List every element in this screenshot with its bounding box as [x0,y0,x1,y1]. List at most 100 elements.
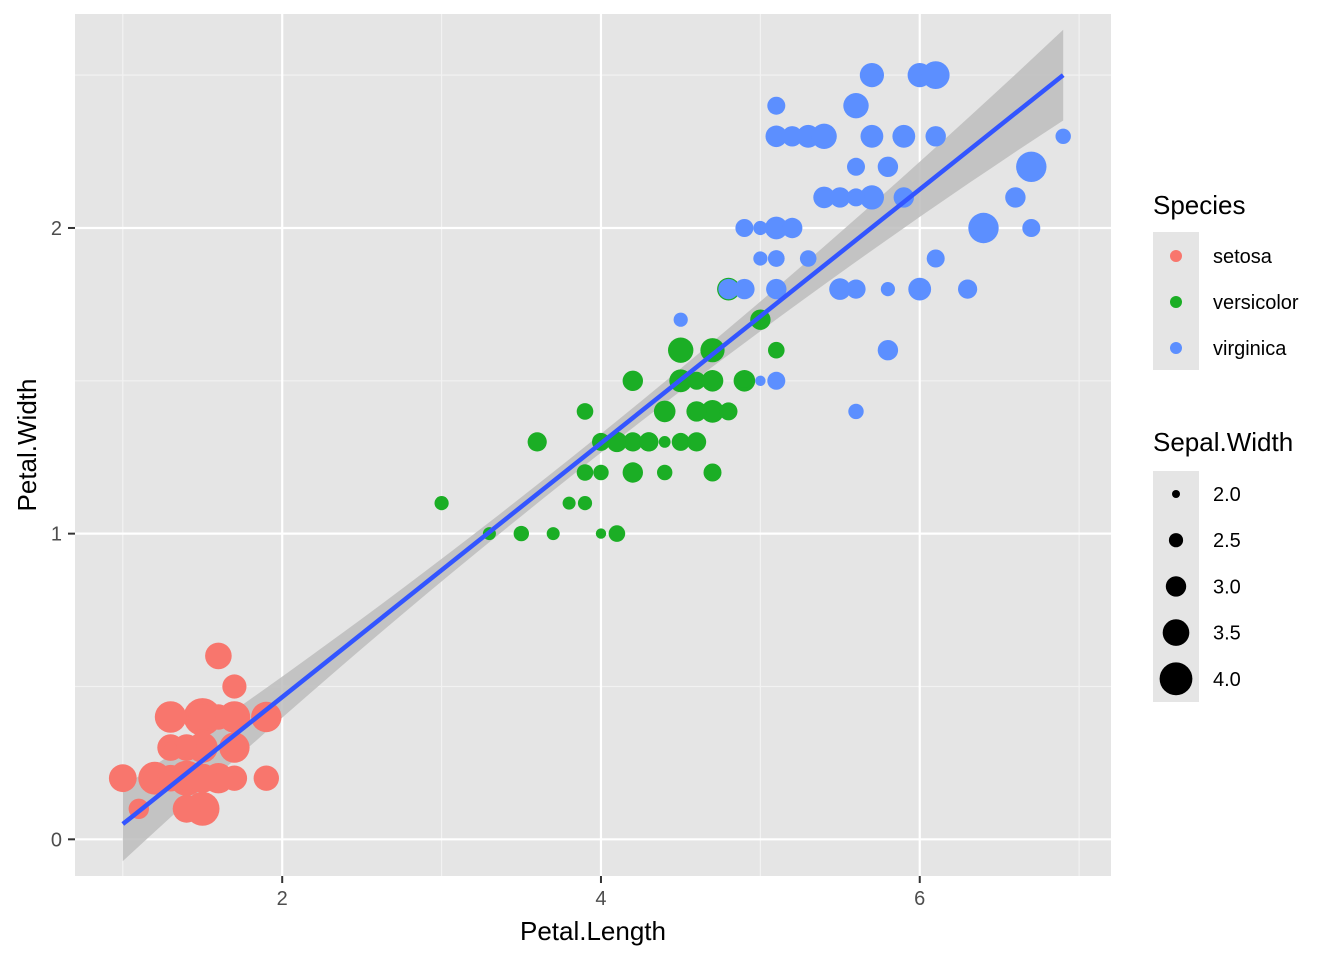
data-point-versicolor [595,528,607,539]
data-point-versicolor [622,462,643,483]
data-point-versicolor [593,464,609,481]
sepal-width-legend-label: 2.0 [1213,484,1241,506]
data-points [108,61,1071,826]
x-tick-label: 6 [914,888,925,910]
data-point-versicolor [639,432,659,452]
data-point-versicolor [686,401,707,422]
species-legend: Species setosa versicolor virginica [1153,190,1299,370]
data-point-virginica [860,124,884,148]
data-point-setosa [174,766,199,791]
data-point-virginica [673,312,688,327]
data-point-virginica [877,156,899,177]
data-point-versicolor [654,401,675,422]
x-tick-label: 2 [277,888,288,910]
sepal-width-legend-label: 3.0 [1213,576,1241,598]
data-point-versicolor [702,401,723,421]
sepal-width-legend-key [1172,490,1180,498]
data-point-virginica [926,249,945,268]
data-point-virginica [764,216,788,240]
data-point-versicolor [658,436,671,448]
data-point-versicolor [701,370,724,392]
data-point-setosa [189,704,216,730]
data-point-versicolor [768,341,785,359]
data-point-setosa [172,794,201,823]
data-point-virginica [1022,219,1041,237]
data-point-versicolor [737,373,752,388]
species-legend-label: setosa [1213,246,1273,268]
trend-line [121,73,1065,826]
data-point-virginica [1016,151,1047,182]
data-point-virginica [782,126,803,147]
data-point-virginica [768,250,785,267]
y-tick-label: 1 [51,524,62,546]
data-point-versicolor [671,432,690,451]
y-tick-label: 0 [51,829,62,851]
data-point-virginica [893,187,914,208]
data-point-virginica [829,187,851,208]
data-point-virginica [847,157,865,176]
sepal-width-legend-key [1168,533,1184,548]
sepal-width-legend-label: 3.5 [1213,623,1241,645]
data-point-virginica [847,188,865,207]
data-point-virginica [859,63,885,88]
data-point-virginica [811,123,837,149]
sepal-width-legend-title: Sepal.Width [1153,427,1293,457]
sepal-width-legend-key [1162,619,1190,646]
data-point-versicolor [527,432,547,452]
data-point-versicolor [434,496,449,511]
data-point-versicolor [703,463,722,482]
major-gridlines [75,14,1111,876]
data-point-versicolor [622,370,643,391]
sepal-width-legend: Sepal.Width 2.0 2.5 3.0 3.5 4.0 [1153,427,1293,702]
data-point-setosa [176,737,197,758]
data-point-versicolor [700,338,725,363]
data-point-setosa [108,764,137,793]
data-point-setosa [251,701,282,733]
data-point-virginica [734,278,755,300]
data-point-virginica [753,220,768,236]
data-point-virginica [1005,187,1026,208]
data-point-virginica [958,279,978,299]
y-axis-label: Petal.Width [12,379,42,512]
data-point-versicolor [562,496,576,510]
data-point-virginica [813,186,835,209]
data-point-virginica [765,125,788,148]
species-legend-label: versicolor [1213,292,1299,314]
data-point-versicolor [608,525,626,542]
data-point-versicolor [546,527,560,541]
data-point-virginica [848,403,864,420]
data-point-virginica [846,279,866,299]
data-point-setosa [222,674,247,699]
data-point-setosa [253,765,279,791]
data-point-virginica [968,212,999,244]
sepal-width-legend-label: 4.0 [1213,669,1241,691]
data-point-versicolor [623,432,643,452]
data-point-virginica [767,371,786,390]
data-point-virginica [718,278,739,300]
data-point-virginica [753,251,768,266]
data-point-setosa [164,741,177,754]
trend-line-layer [121,73,1065,826]
data-point-setosa [205,642,232,670]
data-point-virginica [1055,128,1071,144]
species-legend-key [1170,342,1182,354]
data-point-virginica [892,124,916,148]
data-point-versicolor [513,525,529,542]
y-tick-label: 2 [51,218,62,240]
data-point-virginica [782,217,803,239]
data-point-virginica [845,94,867,117]
data-point-versicolor [577,496,593,511]
data-point-setosa [154,701,187,733]
data-point-versicolor [687,432,707,452]
sepal-width-legend-label: 2.5 [1213,530,1241,552]
axes: 2 4 6 0 1 2 [51,218,925,910]
x-tick-label: 4 [595,888,606,910]
data-point-versicolor [576,403,594,420]
data-point-virginica [767,96,786,115]
species-legend-label: virginica [1213,338,1287,360]
data-point-versicolor [719,402,738,421]
sepal-width-legend-key [1159,662,1193,696]
species-legend-key [1170,250,1182,262]
x-axis-label: Petal.Length [520,916,666,946]
